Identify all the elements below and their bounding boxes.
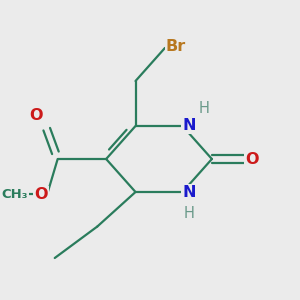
- Text: O: O: [29, 108, 42, 123]
- Text: Br: Br: [166, 39, 186, 54]
- Text: CH₃: CH₃: [2, 188, 28, 202]
- Text: H: H: [184, 206, 194, 221]
- Text: O: O: [245, 152, 259, 166]
- Text: N: N: [182, 185, 196, 200]
- Text: N: N: [182, 118, 196, 133]
- Text: O: O: [34, 187, 48, 202]
- Text: H: H: [199, 101, 209, 116]
